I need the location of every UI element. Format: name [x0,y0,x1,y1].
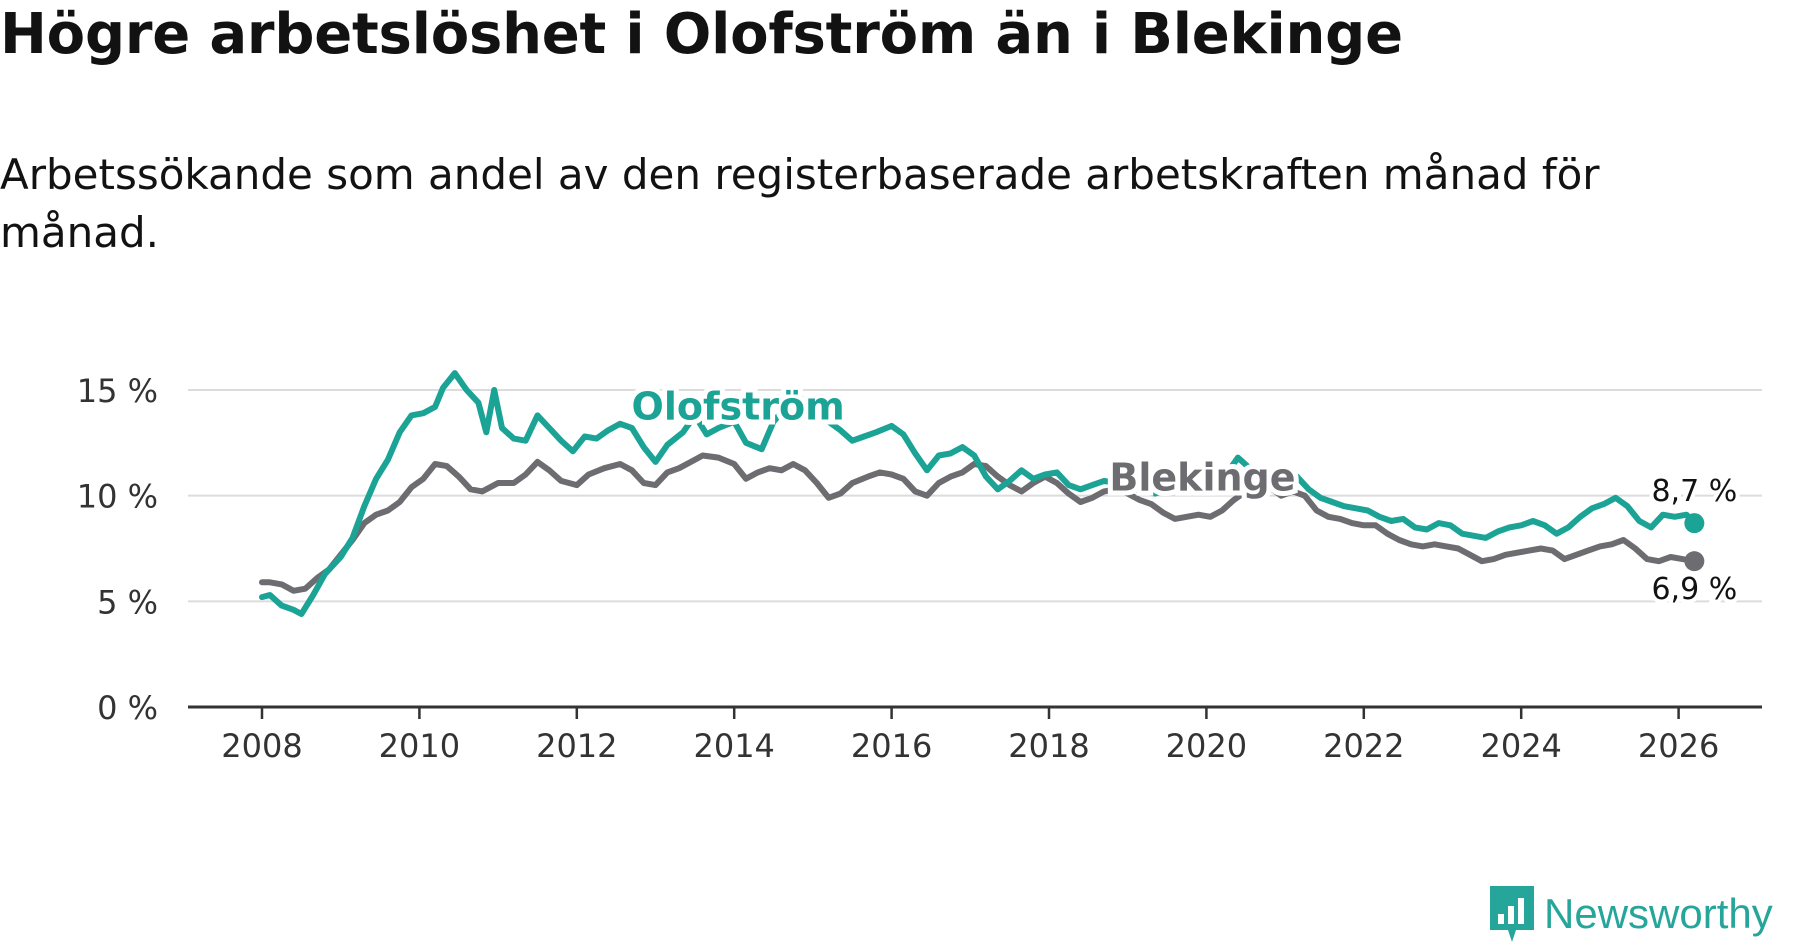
y-tick-label: 5 % [97,583,158,621]
series-line-blekinge [259,452,1698,594]
chart-title: Högre arbetslöshet i Olofström än i Blek… [0,2,1403,67]
end-point-olofstrom [1684,513,1705,534]
x-tick-label: 2018 [1008,727,1089,765]
series-lines [259,370,1705,617]
series-label-blekinge: Blekinge [1109,455,1295,499]
x-tick-label: 2014 [693,727,774,765]
y-tick-label: 0 % [97,689,158,727]
series-labels: 6,9 % 8,7 % Olofström Blekinge [627,380,1742,612]
grid-lines [188,389,1762,603]
series-line-olofstrom [259,370,1698,617]
x-tick-label: 2008 [221,727,302,765]
end-value-label-blekinge: 6,9 % [1651,572,1737,607]
series-label-olofstrom: Olofström [632,385,845,429]
x-tick-label: 2016 [851,727,932,765]
end-value-label-olofstrom: 8,7 % [1651,474,1737,509]
x-tick-label: 2026 [1638,727,1719,765]
newsworthy-brand[interactable]: Newsworthy [1488,884,1773,944]
brand-name: Newsworthy [1544,890,1773,937]
x-tick-label: 2012 [536,727,617,765]
chart-subtitle: Arbetssökande som andel av den registerb… [0,150,1600,257]
x-tick-label: 2020 [1166,727,1247,765]
y-tick-labels: 0 % 5 % 10 % 15 % [77,372,158,727]
x-tick-label: 2024 [1480,727,1561,765]
x-tick-label: 2010 [379,727,460,765]
x-axis: 2008 2010 2012 2014 2016 2018 2020 2022 2024 2026 [188,705,1762,765]
y-tick-label: 15 % [77,372,158,410]
newsworthy-logo-icon [1490,886,1534,942]
x-tick-label: 2022 [1323,727,1404,765]
y-tick-label: 10 % [77,478,158,516]
end-point-blekinge [1684,551,1705,572]
